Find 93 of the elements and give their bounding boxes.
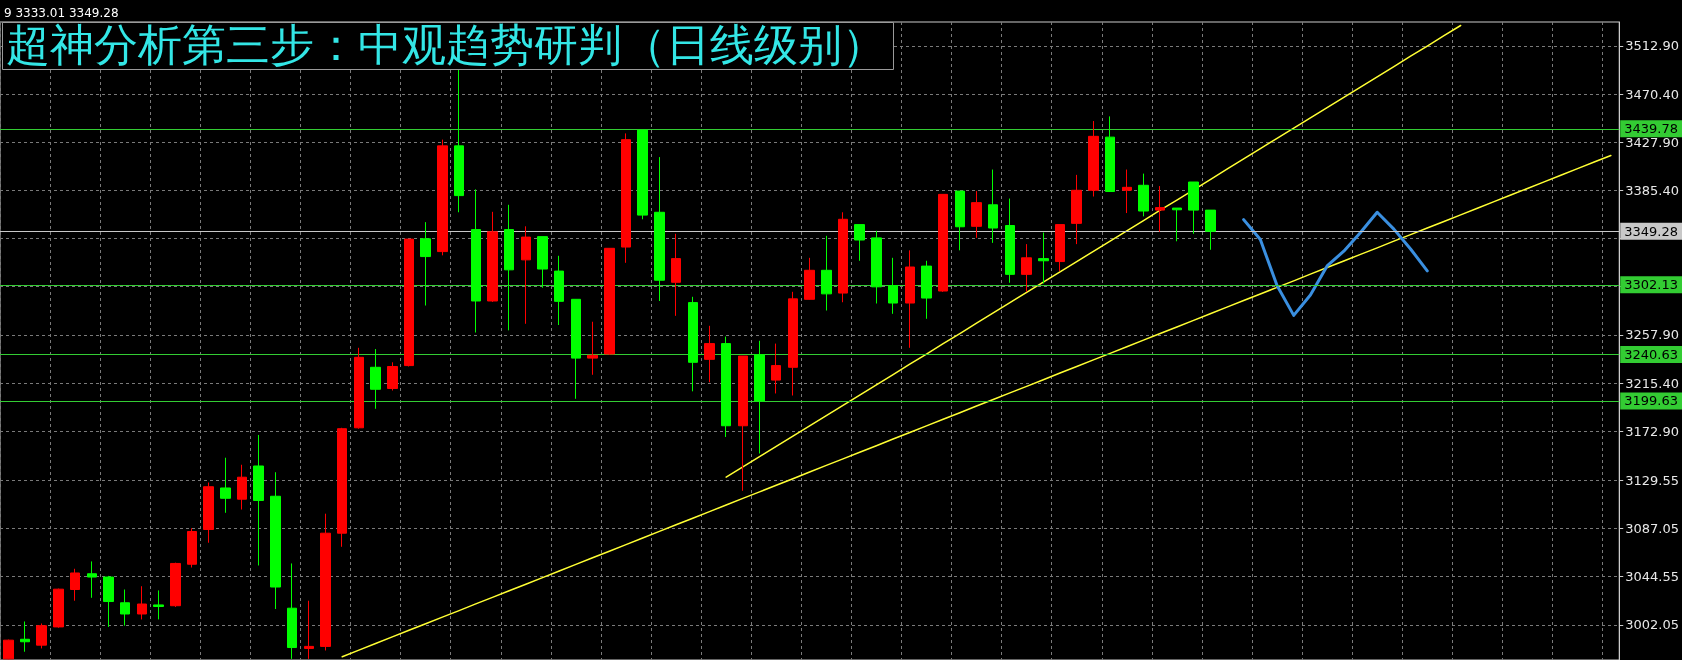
candlestick [237,464,247,511]
candlestick [587,321,598,376]
candlestick [53,588,64,629]
candlestick [688,296,698,392]
candlestick [738,355,748,492]
candlestick [1021,243,1032,293]
y-tick-label: 3087.05 [1625,520,1680,536]
candlestick [821,235,832,312]
candlestick [387,361,398,392]
candlestick [487,211,498,303]
candlestick [1038,232,1049,285]
candlestick [888,257,898,315]
candlestick [921,260,932,320]
candlestick [87,560,97,599]
y-tick-label: 3427.90 [1625,134,1680,150]
y-tick-label: 3257.90 [1625,327,1680,343]
candlestick [304,600,314,660]
candlestick [1071,174,1082,245]
candlestick [504,204,514,331]
candlestick [621,132,631,264]
candlestick [955,190,965,251]
candlestick [571,298,581,400]
candlestick [1055,224,1065,272]
candlestick [1205,209,1216,251]
ref-line-label: 3302.13 [1624,277,1679,293]
candlestick [905,249,915,349]
candlestick [1105,115,1115,193]
candlestick [187,527,197,569]
y-tick-label: 3385.40 [1625,182,1680,198]
candlestick [554,255,564,326]
candlestick [320,513,331,651]
candlestick [20,620,30,653]
candlestick [537,236,548,289]
candlestick [1172,207,1182,242]
candlestick [404,238,414,367]
candlestick [70,568,80,602]
candlestick [704,325,715,383]
candlestick [253,434,264,566]
ref-line-label: 3349.28 [1624,223,1679,239]
ref-line-label: 3199.63 [1624,393,1679,409]
candlestick [137,585,147,620]
line-series [341,154,1612,658]
chart-title: 超神分析第三步：中观趋势研判（日线级别） [6,18,886,70]
ref-line-label: 3439.78 [1624,121,1679,137]
candlestick [471,188,481,333]
candlestick [971,190,982,239]
candlestick [1155,185,1165,233]
candlestick [153,589,164,620]
candlestick [637,129,648,220]
candlestick [754,340,765,455]
candlestick [337,427,347,548]
candlestick [521,225,531,325]
candlestick [938,193,948,293]
candlestick [454,67,464,213]
candlestick [270,471,281,610]
candlestick [354,347,364,430]
candlestick [788,291,798,397]
candlestick [437,139,448,256]
candlestick [654,156,665,302]
candlestick [838,211,848,303]
candlestick [988,169,998,244]
y-tick-label: 3172.90 [1625,423,1680,439]
candlestick [604,247,615,356]
candlestick [120,589,130,627]
y-tick-label: 3512.90 [1625,38,1680,54]
candlestick [420,221,431,307]
y-tick-label: 3044.55 [1625,569,1680,585]
candlestick [771,343,781,394]
y-tick-label: 3470.40 [1625,86,1680,102]
candlestick [170,562,181,608]
candlestick [220,457,231,514]
candlestick [1122,169,1132,214]
ref-line-label: 3240.63 [1624,346,1679,362]
y-tick-label: 3002.05 [1625,617,1680,633]
candlestick [287,562,297,660]
candlestick [370,348,381,410]
candlestick [804,257,815,301]
candlestick [671,233,681,317]
y-tick-label: 3215.40 [1625,375,1680,391]
candlestick [1188,181,1199,235]
candlestick [871,230,882,304]
text: 9 3333.01 3349.28 [4,6,119,20]
candlestick [103,575,114,628]
y-tick-label: 3129.55 [1625,472,1680,488]
line-series [1242,210,1429,317]
candlestick [1088,120,1099,198]
candlestick [854,224,865,262]
candlestick [203,482,214,544]
candlestick [1138,173,1149,217]
candlestick [3,639,14,660]
candlestick [1005,198,1015,284]
candlestick [721,336,731,438]
candlestick [36,623,47,649]
